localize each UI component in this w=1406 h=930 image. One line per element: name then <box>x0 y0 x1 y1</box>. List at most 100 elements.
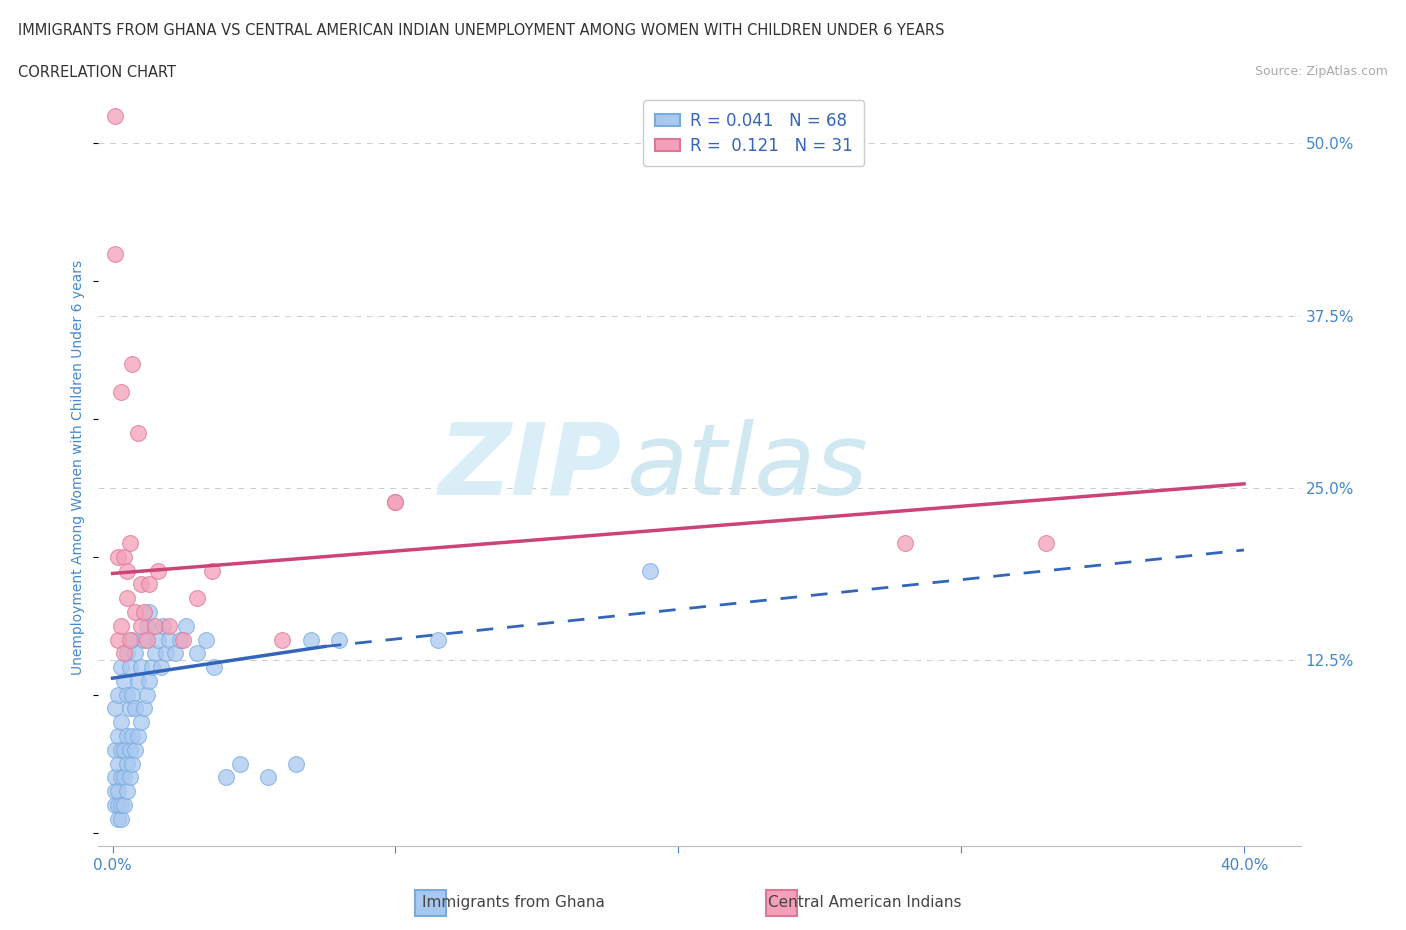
Point <box>104 784 127 799</box>
Y-axis label: Unemployment Among Women with Children Under 6 years: Unemployment Among Women with Children U… <box>72 259 86 675</box>
Point <box>426 632 449 647</box>
Point <box>115 687 138 702</box>
Point <box>132 632 155 647</box>
Point <box>893 536 915 551</box>
Point <box>135 632 157 647</box>
Point <box>121 632 143 647</box>
Point <box>132 701 155 716</box>
Point <box>107 550 129 565</box>
Point <box>172 632 194 647</box>
Text: CORRELATION CHART: CORRELATION CHART <box>18 65 176 80</box>
Point <box>104 770 127 785</box>
Point <box>115 728 138 743</box>
Point <box>107 798 129 813</box>
Point <box>107 756 129 771</box>
Point <box>115 564 138 578</box>
Point <box>138 577 160 591</box>
Point <box>129 577 152 591</box>
Point <box>215 770 238 785</box>
Point <box>121 687 143 702</box>
Point <box>107 632 129 647</box>
Text: Source: ZipAtlas.com: Source: ZipAtlas.com <box>1254 65 1388 78</box>
Text: Central American Indians: Central American Indians <box>768 895 962 910</box>
Point <box>135 618 157 633</box>
Point <box>104 246 127 261</box>
Point <box>155 646 177 661</box>
Point <box>328 632 350 647</box>
Point <box>115 591 138 605</box>
Text: atlas: atlas <box>627 418 869 516</box>
Point <box>194 632 217 647</box>
Point <box>107 728 129 743</box>
Point <box>186 646 208 661</box>
Point <box>121 756 143 771</box>
Point <box>115 756 138 771</box>
Point <box>110 742 132 757</box>
Point <box>110 659 132 674</box>
Point <box>157 618 180 633</box>
Point <box>132 604 155 619</box>
Point <box>152 618 174 633</box>
Point <box>112 646 135 661</box>
Point <box>384 495 406 510</box>
Point <box>110 384 132 399</box>
Point <box>174 618 197 633</box>
Point <box>138 673 160 688</box>
Point <box>104 742 127 757</box>
Point <box>121 728 143 743</box>
Text: Immigrants from Ghana: Immigrants from Ghana <box>422 895 605 910</box>
Point <box>127 425 149 440</box>
Point <box>118 632 141 647</box>
Point <box>112 550 135 565</box>
Text: IMMIGRANTS FROM GHANA VS CENTRAL AMERICAN INDIAN UNEMPLOYMENT AMONG WOMEN WITH C: IMMIGRANTS FROM GHANA VS CENTRAL AMERICA… <box>18 23 945 38</box>
Point <box>104 798 127 813</box>
Point <box>124 701 146 716</box>
Point <box>157 632 180 647</box>
Point <box>186 591 208 605</box>
Point <box>149 659 172 674</box>
Point <box>299 632 322 647</box>
Point <box>129 715 152 730</box>
Point <box>169 632 191 647</box>
Text: ZIP: ZIP <box>439 418 621 516</box>
Point <box>112 770 135 785</box>
Point <box>135 687 157 702</box>
Point <box>129 618 152 633</box>
Point <box>107 687 129 702</box>
Point <box>110 715 132 730</box>
Point <box>143 618 166 633</box>
Bar <box>766 890 797 916</box>
Point <box>202 659 225 674</box>
Point <box>271 632 294 647</box>
Point <box>127 673 149 688</box>
Point <box>229 756 252 771</box>
Point <box>257 770 280 785</box>
Point <box>121 356 143 371</box>
Point <box>127 728 149 743</box>
Point <box>384 495 406 510</box>
Point <box>146 632 169 647</box>
Point <box>112 742 135 757</box>
Point <box>110 811 132 826</box>
Point <box>141 659 163 674</box>
Point <box>124 604 146 619</box>
Point <box>118 742 141 757</box>
Point <box>112 798 135 813</box>
Legend: R = 0.041   N = 68, R =  0.121   N = 31: R = 0.041 N = 68, R = 0.121 N = 31 <box>643 100 865 166</box>
Point <box>110 798 132 813</box>
Point <box>118 659 141 674</box>
Point <box>118 770 141 785</box>
Point <box>107 784 129 799</box>
Point <box>1035 536 1057 551</box>
Bar <box>415 890 446 916</box>
Point <box>118 701 141 716</box>
Point <box>138 604 160 619</box>
Point <box>285 756 308 771</box>
Point <box>107 811 129 826</box>
Point <box>163 646 186 661</box>
Point <box>115 646 138 661</box>
Point <box>104 701 127 716</box>
Point <box>124 646 146 661</box>
Point <box>118 536 141 551</box>
Point <box>124 742 146 757</box>
